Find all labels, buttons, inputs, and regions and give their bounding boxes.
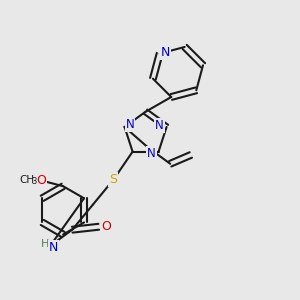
Text: N: N xyxy=(155,119,164,132)
Text: N: N xyxy=(160,46,170,59)
Text: N: N xyxy=(125,118,134,131)
Text: N: N xyxy=(49,241,58,254)
Text: O: O xyxy=(36,174,46,187)
Text: O: O xyxy=(101,220,111,233)
Text: N: N xyxy=(147,147,156,160)
Text: S: S xyxy=(110,173,118,186)
Text: H: H xyxy=(41,238,49,248)
Text: CH: CH xyxy=(20,175,34,185)
Text: methoxy: methoxy xyxy=(22,179,29,180)
Text: 3: 3 xyxy=(32,177,37,186)
